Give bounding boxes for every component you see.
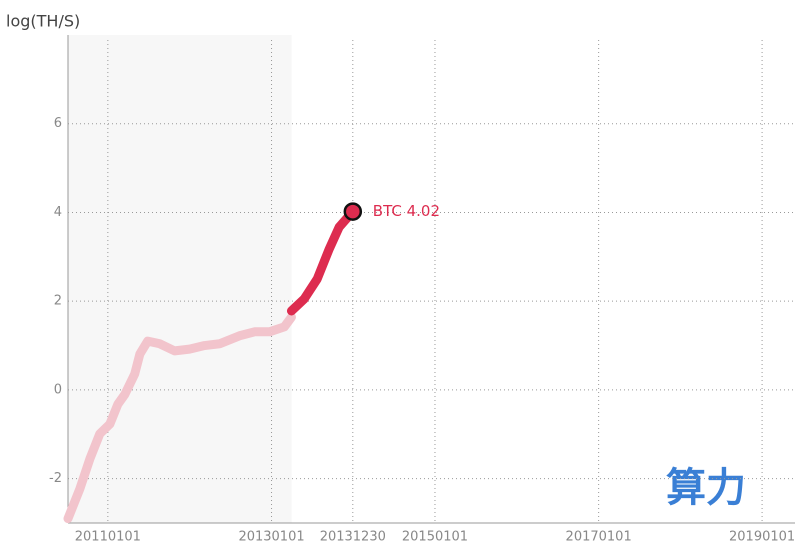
line-series (63, 312, 296, 524)
y-tick-label: 2 (54, 294, 62, 309)
x-tick-label: 20170101 (566, 530, 632, 545)
highlight-label: BTC 4.02 (373, 202, 440, 220)
x-tick-label: 20110101 (75, 530, 141, 545)
highlight-point (343, 202, 363, 221)
watermark: 算力 (666, 465, 746, 511)
y-tick-label: 4 (54, 205, 62, 220)
y-axis-title: log(TH/S) (6, 12, 80, 31)
x-tick-label: 20150101 (402, 530, 468, 545)
x-tick-label: 20131230 (320, 530, 386, 545)
y-tick-label: 0 (54, 382, 62, 397)
y-tick-label: -2 (49, 471, 62, 486)
x-tick-label: 20190101 (729, 530, 795, 545)
shaded-region (68, 35, 292, 523)
line-series (286, 207, 358, 316)
x-tick-label: 20130101 (238, 530, 304, 545)
y-tick-label: 6 (54, 116, 62, 131)
